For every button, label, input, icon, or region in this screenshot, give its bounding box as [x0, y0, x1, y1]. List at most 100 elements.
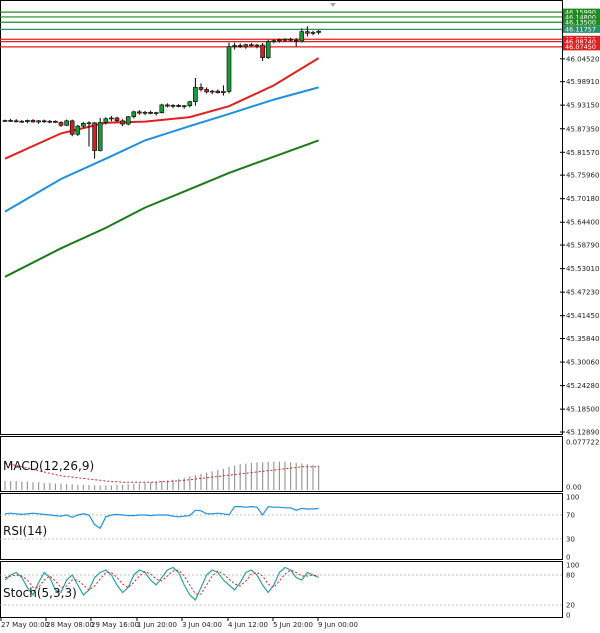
candle-21	[120, 119, 125, 127]
candle-body	[47, 120, 53, 123]
y-tick-label: 45.47230	[566, 289, 599, 297]
candle-30	[170, 104, 176, 109]
candle-43	[243, 43, 249, 49]
x-tick-label: 3 Jun 04:00	[182, 621, 222, 629]
candle-35	[198, 83, 204, 92]
candle-body	[271, 40, 277, 42]
y-tick-label: 45.81570	[566, 149, 599, 157]
macd-signal-line	[4, 462, 319, 483]
rsi-tick-label: 0	[566, 554, 570, 562]
rsi-tick-label: 100	[566, 494, 579, 502]
candle-body	[114, 117, 120, 122]
candle-body	[181, 105, 187, 108]
candle-4	[25, 119, 30, 124]
candle-18	[103, 117, 109, 125]
candle-25	[142, 111, 148, 116]
moving-average-2	[4, 139, 319, 278]
level-label-1: 46.14800	[565, 13, 596, 21]
candle-29	[165, 103, 170, 108]
candle-55	[310, 30, 316, 36]
candle-body	[13, 120, 19, 123]
candle-45	[254, 43, 260, 49]
candle-26	[148, 110, 153, 115]
candle-body	[30, 120, 36, 123]
y-tick-label: 46.04520	[566, 55, 599, 63]
level-label-2: 46.13500	[565, 19, 596, 27]
stoch-tick-label: 0	[566, 612, 570, 620]
candle-body	[204, 89, 209, 93]
candle-5	[30, 119, 36, 123]
x-tick-label: 27 May 00:00	[1, 621, 49, 629]
level-label-bg-3	[563, 25, 600, 33]
candle-body	[221, 91, 226, 94]
candle-37	[209, 89, 215, 95]
y-tick-label: 45.41450	[566, 312, 599, 320]
candle-15	[86, 121, 92, 147]
level-label-bg-5	[563, 38, 600, 46]
candle-32	[181, 104, 187, 109]
stoch-tick-label: 20	[566, 602, 575, 610]
candle-53	[299, 28, 305, 43]
candle-11	[64, 119, 69, 127]
candle-body	[69, 120, 75, 135]
candle-body	[243, 44, 249, 47]
candle-19	[109, 115, 114, 122]
candle-46	[260, 43, 265, 61]
candle-body	[209, 90, 215, 93]
stoch-label: Stoch(5,3,3)	[3, 586, 77, 600]
rsi-line	[4, 505, 319, 530]
candle-body	[153, 112, 159, 114]
candle-body	[254, 44, 260, 47]
y-tick-label: 45.53010	[566, 265, 599, 273]
macd-tick-label: 0.077722	[566, 439, 599, 447]
candle-27	[153, 111, 159, 116]
level-label-0: 46.15990	[565, 8, 596, 16]
candle-body	[2, 120, 8, 122]
rsi-tick-label: 30	[566, 536, 575, 544]
candle-23	[131, 110, 137, 119]
candle-body	[277, 39, 282, 42]
candle-body	[165, 104, 170, 107]
candle-body	[282, 39, 288, 41]
y-tick-label: 45.30060	[566, 359, 599, 367]
candle-34	[193, 78, 198, 106]
candle-body	[193, 87, 198, 102]
rsi-tick-label: 70	[566, 512, 575, 520]
candle-body	[97, 122, 103, 151]
candle-body	[187, 101, 193, 107]
candle-52	[293, 38, 299, 47]
candle-28	[159, 103, 165, 114]
candle-51	[288, 37, 293, 42]
candle-56	[316, 29, 321, 35]
candle-22	[125, 115, 131, 126]
macd-label: MACD(12,26,9)	[3, 459, 94, 473]
candle-47	[265, 39, 271, 59]
candle-20	[114, 116, 120, 123]
candle-36	[204, 87, 209, 94]
candle-body	[41, 120, 47, 123]
candle-12	[69, 119, 75, 137]
candle-body	[260, 44, 265, 58]
candle-body	[75, 125, 81, 135]
stoch-k-line	[4, 566, 319, 601]
candle-7	[41, 119, 47, 123]
candle-body	[215, 90, 221, 94]
level-label-bg-1	[563, 13, 600, 21]
candle-0	[2, 119, 8, 123]
level-label-3: 46.11757	[565, 26, 596, 34]
candle-3	[19, 119, 25, 123]
candle-1	[8, 118, 13, 123]
y-tick-label: 45.75960	[566, 172, 599, 180]
candle-body	[249, 44, 254, 47]
candle-body	[19, 120, 25, 123]
candle-9	[53, 120, 58, 123]
level-label-bg-0	[563, 8, 600, 16]
candle-13	[75, 124, 81, 136]
level-label-6: 46.07450	[565, 43, 596, 51]
price-panel	[0, 0, 563, 435]
candle-body	[310, 32, 316, 34]
candle-6	[36, 119, 41, 124]
candle-body	[109, 117, 114, 120]
rsi-label: RSI(14)	[3, 524, 47, 538]
